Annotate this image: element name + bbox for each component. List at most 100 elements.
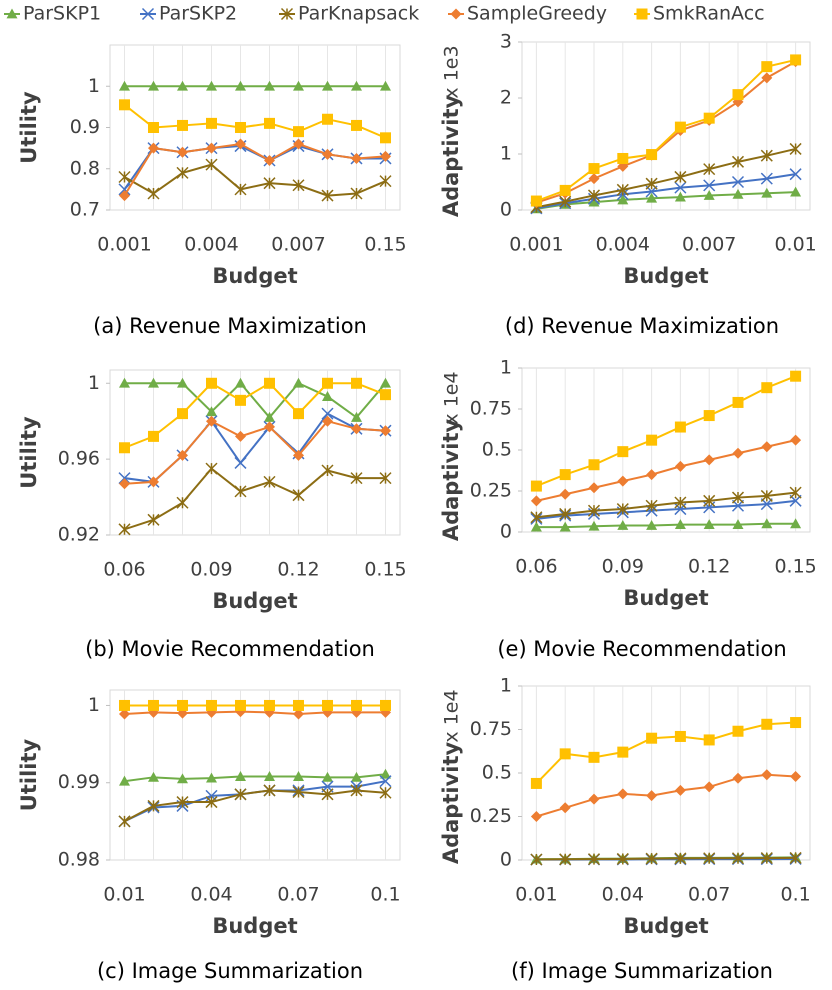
marker: [380, 132, 391, 144]
marker: [674, 519, 686, 530]
marker: [235, 377, 246, 388]
marker: [235, 122, 246, 133]
marker: [234, 456, 247, 469]
x-tick-label: 0.1: [780, 884, 810, 906]
y-tick-label: 0: [500, 849, 512, 871]
marker: [379, 472, 392, 485]
y-tick-label: 0.9: [70, 116, 100, 138]
marker: [293, 708, 304, 720]
marker: [761, 769, 773, 781]
marker: [293, 80, 304, 91]
marker: [206, 415, 217, 427]
marker: [703, 410, 715, 422]
marker: [530, 811, 542, 822]
marker: [588, 520, 600, 531]
marker: [322, 771, 333, 782]
marker: [646, 434, 658, 446]
y-tick-label: 1: [88, 372, 100, 394]
x-tick-label: 0.01: [774, 234, 816, 256]
y-tick-label: 0.5: [482, 762, 512, 784]
marker: [148, 80, 159, 91]
series-line: [124, 467, 386, 531]
marker: [177, 408, 188, 420]
series-line: [124, 710, 386, 715]
marker: [703, 852, 716, 865]
marker: [264, 117, 275, 129]
marker: [646, 149, 658, 161]
marker: [761, 187, 773, 198]
marker: [292, 785, 305, 799]
marker: [703, 734, 715, 746]
x-axis-label: Budget: [623, 586, 708, 610]
marker: [280, 7, 294, 21]
x-tick-label: 0.06: [515, 556, 557, 578]
marker: [206, 377, 217, 389]
marker: [350, 187, 363, 200]
marker: [530, 495, 542, 507]
marker: [177, 377, 188, 388]
marker: [587, 853, 601, 866]
y-tick-label: 0.7: [70, 199, 100, 221]
marker: [350, 784, 363, 797]
marker: [264, 411, 275, 422]
marker: [761, 61, 773, 73]
y-axis-label: Adaptivity: [439, 419, 463, 542]
marker: [588, 173, 600, 185]
series-line: [536, 191, 796, 210]
marker: [790, 770, 802, 782]
marker: [118, 523, 131, 536]
marker: [206, 142, 217, 154]
marker: [559, 184, 571, 196]
series-line: [123, 142, 386, 197]
y-axis-unit: x 1e4: [441, 371, 463, 424]
legend-label: ParKnapsack: [298, 3, 419, 25]
marker: [234, 183, 247, 196]
y-axis-label: Utility: [17, 91, 41, 164]
marker: [351, 119, 362, 131]
marker: [119, 699, 130, 711]
y-axis-label: Adaptivity: [439, 95, 463, 218]
marker: [530, 521, 542, 532]
marker: [263, 177, 276, 190]
series-line: [536, 439, 796, 502]
marker: [703, 781, 715, 793]
marker: [380, 80, 391, 91]
legend-label: SmkRanAcc: [653, 3, 765, 25]
marker: [119, 478, 130, 490]
marker: [322, 391, 333, 401]
marker: [674, 730, 686, 742]
marker: [616, 183, 629, 196]
marker: [617, 194, 629, 205]
x-tick-label: 0.04: [602, 884, 644, 906]
marker: [148, 430, 159, 442]
x-tick-label: 0.007: [682, 234, 736, 256]
series-line: [124, 381, 387, 419]
x-tick-label: 0.09: [602, 556, 644, 578]
marker: [380, 768, 391, 779]
y-tick-label: 1: [88, 694, 100, 716]
marker: [731, 491, 745, 504]
marker: [616, 852, 629, 865]
marker: [789, 142, 802, 155]
marker: [450, 8, 462, 20]
marker: [761, 718, 773, 730]
marker: [205, 462, 218, 475]
marker: [206, 699, 217, 711]
marker: [790, 186, 802, 197]
y-tick-label: 0: [500, 199, 512, 221]
marker: [559, 853, 572, 866]
series-line: [124, 163, 386, 197]
marker: [141, 7, 155, 21]
marker: [177, 119, 188, 131]
marker: [674, 170, 687, 183]
y-tick-label: 2: [500, 87, 512, 109]
series-line: [123, 104, 386, 139]
marker: [732, 447, 744, 459]
x-axis-label: Budget: [212, 589, 297, 613]
caption: (a) Revenue Maximization: [93, 314, 367, 338]
y-tick-label: 0.25: [470, 805, 512, 827]
marker: [322, 80, 333, 91]
marker: [379, 786, 392, 799]
marker: [674, 460, 686, 472]
